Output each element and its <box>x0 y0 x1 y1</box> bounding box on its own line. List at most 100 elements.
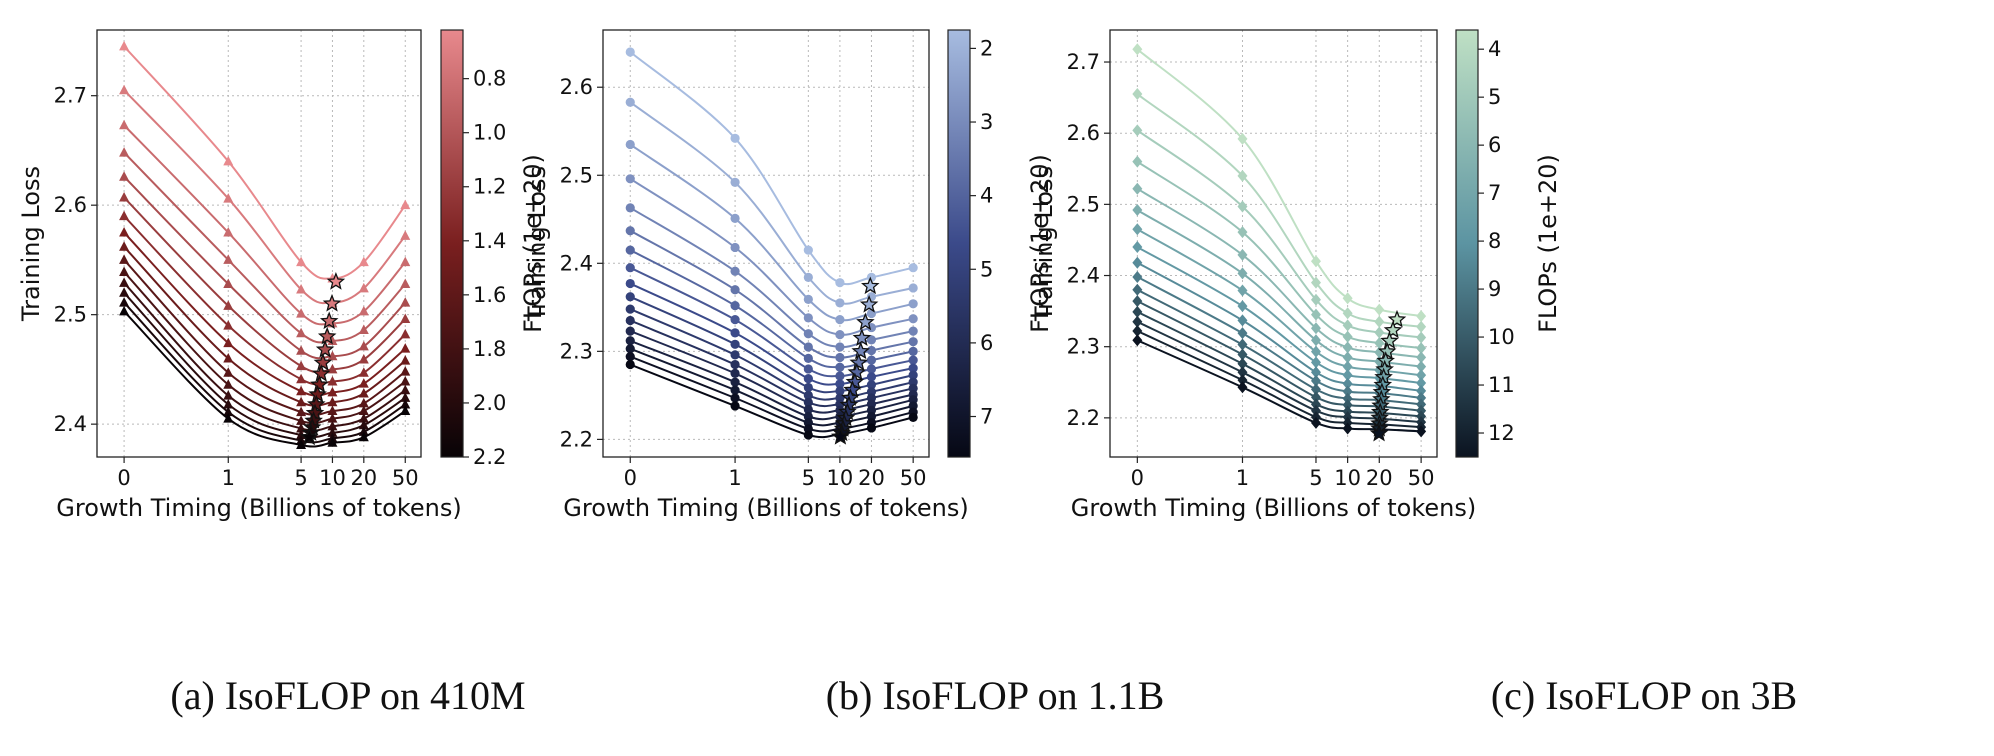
optimum-star <box>311 364 331 382</box>
data-point-triangle <box>358 413 369 423</box>
data-point-triangle <box>327 375 338 386</box>
y-tick-label: 2.3 <box>560 339 593 363</box>
data-point-diamond <box>1132 124 1143 137</box>
data-point-circle <box>908 337 918 347</box>
data-point-circle <box>835 278 845 288</box>
data-point-diamond <box>1416 376 1427 389</box>
x-tick-label: 1 <box>728 466 741 490</box>
data-point-diamond <box>1132 325 1143 338</box>
series-line <box>1136 93 1422 328</box>
data-point-diamond <box>1342 377 1353 390</box>
x-tick-label: 50 <box>900 466 927 490</box>
x-tick-label: 0 <box>117 466 130 490</box>
data-point-triangle <box>327 386 338 397</box>
data-point-diamond <box>1132 182 1143 195</box>
colorbar-tick-label: 10 <box>1488 325 1515 349</box>
data-point-triangle <box>358 324 369 334</box>
colorbar-tick-label: 8 <box>1488 229 1501 253</box>
optimum-star <box>859 294 879 313</box>
data-point-triangle <box>296 327 307 338</box>
data-point-triangle <box>119 84 130 95</box>
data-point-circle <box>835 330 845 340</box>
data-point-circle <box>730 350 740 360</box>
colorbar-tick-label: 1.6 <box>473 283 506 307</box>
data-point-triangle <box>223 406 234 417</box>
data-point-diamond <box>1237 338 1248 351</box>
data-point-diamond <box>1310 383 1321 396</box>
data-point-triangle <box>296 308 307 318</box>
data-point-triangle <box>223 379 234 389</box>
data-point-triangle <box>400 398 411 409</box>
colorbar-tick-label: 11 <box>1488 373 1515 397</box>
data-point-circle <box>730 266 740 276</box>
y-tick-label: 2.3 <box>1067 335 1100 359</box>
data-point-triangle <box>223 193 234 203</box>
data-point-diamond <box>1310 308 1321 321</box>
data-point-diamond <box>1132 315 1143 328</box>
data-point-diamond <box>1132 305 1143 318</box>
data-point-triangle <box>327 420 338 431</box>
data-point-circle <box>625 226 635 236</box>
y-axis-label: Training Loss <box>17 166 45 322</box>
optimum-star <box>852 328 872 347</box>
data-point-triangle <box>296 283 307 294</box>
colorbar-tick-label: 1.2 <box>473 175 506 199</box>
y-tick-label: 2.2 <box>560 427 593 451</box>
y-tick-label: 2.6 <box>54 193 87 217</box>
data-point-diamond <box>1416 342 1427 355</box>
data-point-circle <box>908 326 918 336</box>
colorbar-label: FLOPs (1e+20) <box>519 154 547 333</box>
data-point-diamond <box>1237 169 1248 182</box>
colorbar-tick-label: 2.2 <box>473 445 506 469</box>
optimum-star <box>1369 423 1389 442</box>
data-point-triangle <box>358 340 369 351</box>
data-point-triangle <box>327 437 338 447</box>
data-point-diamond <box>1132 241 1143 254</box>
x-axis-label: Growth Timing (Billions of tokens) <box>563 494 968 522</box>
data-point-circle <box>730 328 740 338</box>
data-point-triangle <box>119 305 130 316</box>
data-point-triangle <box>400 343 411 353</box>
data-point-circle <box>803 329 813 339</box>
data-point-circle <box>908 363 918 373</box>
data-point-diamond <box>1310 345 1321 358</box>
data-point-diamond <box>1416 331 1427 344</box>
data-point-circle <box>730 393 740 403</box>
x-axis-label: Growth Timing (Billions of tokens) <box>1071 494 1476 522</box>
optimum-star <box>1387 309 1407 328</box>
data-point-diamond <box>1310 322 1321 335</box>
data-point-triangle <box>400 392 411 402</box>
x-tick-label: 5 <box>294 466 307 490</box>
data-point-diamond <box>1237 381 1248 394</box>
data-point-diamond <box>1342 392 1353 405</box>
colorbar-tick-label: 1.8 <box>473 337 506 361</box>
data-point-diamond <box>1342 319 1353 332</box>
data-point-circle <box>835 386 845 396</box>
data-point-diamond <box>1310 255 1321 268</box>
data-point-diamond <box>1132 155 1143 168</box>
data-point-circle <box>625 139 635 150</box>
data-point-diamond <box>1416 391 1427 404</box>
data-point-diamond <box>1237 366 1248 379</box>
data-point-diamond <box>1342 360 1353 373</box>
data-point-triangle <box>327 405 338 416</box>
data-point-diamond <box>1342 341 1353 354</box>
y-tick-label: 2.4 <box>54 412 87 436</box>
data-point-triangle <box>119 277 130 287</box>
x-tick-label: 20 <box>1366 466 1393 490</box>
data-point-circle <box>730 377 740 387</box>
data-point-circle <box>625 263 635 273</box>
optimum-star <box>856 312 875 331</box>
data-point-circle <box>730 242 740 253</box>
colorbar-tick-label: 2 <box>980 36 993 60</box>
data-point-circle <box>835 379 845 389</box>
data-point-triangle <box>400 375 411 386</box>
colorbar-tick-label: 7 <box>1488 181 1501 205</box>
data-point-circle <box>908 346 918 356</box>
x-tick-label: 1 <box>1236 466 1249 490</box>
data-point-diamond <box>1310 293 1321 306</box>
data-point-triangle <box>223 398 234 409</box>
optimum-star <box>861 276 880 295</box>
y-tick-label: 2.7 <box>1067 50 1100 74</box>
data-point-diamond <box>1416 351 1427 364</box>
